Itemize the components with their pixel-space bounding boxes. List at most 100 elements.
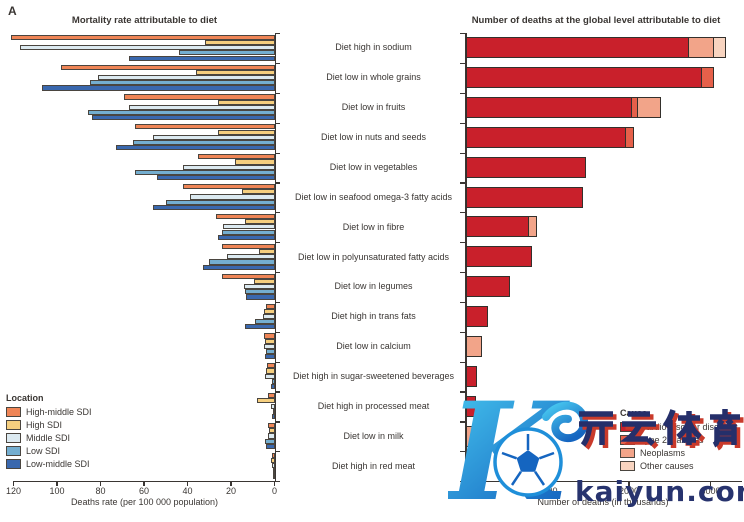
mortality-bar (269, 428, 275, 434)
mortality-bar (244, 284, 275, 290)
x-tick (628, 482, 630, 486)
deaths-bar-segment (466, 276, 510, 298)
right-axis-group-tick (459, 451, 465, 453)
left-axis-group-tick (274, 242, 280, 244)
category-label: Diet low in calcium (336, 341, 411, 352)
mortality-bar (61, 64, 275, 70)
x-tick-label: 60 (138, 486, 149, 496)
right-axis-group-tick (459, 33, 465, 35)
mortality-bar (245, 324, 275, 330)
category-label: Diet low in seafood omega-3 fatty acids (294, 191, 453, 202)
location-legend-item: Middle SDI (6, 431, 92, 444)
category-label: Diet high in sugar-sweetened beverages (292, 371, 455, 381)
location-legend-item: Low-middle SDI (6, 457, 92, 470)
mortality-bar (222, 229, 275, 235)
left-axis-group-tick (274, 212, 280, 214)
mortality-bar (11, 34, 275, 40)
location-legend-label: Low-middle SDI (26, 458, 90, 469)
x-tick (230, 482, 232, 486)
deaths-bar-segment (624, 126, 635, 148)
left-axis-group-tick (274, 451, 280, 453)
mortality-bar (87, 110, 275, 116)
category-label: Diet low in nuts and seeds (320, 132, 427, 142)
cause-legend-item: Other causes (620, 459, 738, 472)
right-axis-group-tick (459, 391, 465, 393)
mortality-bar (264, 338, 275, 344)
mortality-bar (272, 408, 275, 414)
mortality-bar (218, 129, 275, 135)
mortality-bar (222, 273, 275, 279)
deaths-bar-segment (527, 216, 538, 238)
right-axis-group-tick (459, 301, 465, 304)
left-axis-group-tick (274, 301, 280, 304)
mortality-bar (245, 219, 275, 225)
right-axis-group-tick (459, 271, 465, 274)
deaths-bar-segment (466, 216, 529, 238)
x-tick (99, 482, 102, 486)
x-tick-label: 40 (182, 486, 193, 496)
mortality-bar (272, 378, 275, 384)
right-axis-group-tick (459, 122, 465, 124)
mortality-bar (241, 189, 275, 195)
mortality-bar (271, 458, 275, 464)
deaths-bar-segment (466, 37, 689, 59)
deaths-bar-segment (466, 425, 475, 447)
mortality-bar (272, 452, 275, 458)
mortality-bar (265, 373, 275, 379)
mortality-bar (89, 80, 275, 86)
x-tick (12, 482, 15, 486)
mortality-bar (264, 438, 275, 444)
cause-legend-label: Type 2 diabetes (640, 434, 704, 445)
location-legend-swatch (6, 445, 21, 456)
x-tick-label: 80 (95, 486, 106, 496)
right-axis-group-tick (459, 62, 465, 65)
cause-legend-swatch (620, 434, 635, 445)
deaths-bar-segment (466, 365, 478, 387)
cause-legend-title: Cause (620, 408, 648, 418)
deaths-bar-segment (466, 96, 633, 118)
cause-legend-label: Other causes (640, 460, 694, 471)
mortality-bar (265, 303, 275, 309)
cause-legend-swatch (620, 447, 635, 458)
mortality-bar (124, 94, 275, 100)
mortality-bar (265, 443, 275, 449)
right-axis-group-tick (459, 242, 465, 244)
mortality-bar (266, 363, 275, 369)
left-axis-group-tick (274, 92, 280, 94)
left-axis-group-tick (274, 331, 280, 333)
mortality-bar (246, 294, 275, 300)
left-chart-title: Mortality rate attributable to diet (71, 15, 218, 26)
mortality-bar (152, 204, 275, 210)
location-legend-label: Low SDI (26, 445, 61, 456)
mortality-bar (152, 134, 275, 140)
location-legend-item: High-middle SDI (6, 405, 92, 418)
mortality-bar (259, 249, 275, 255)
cause-legend-swatch (620, 460, 635, 471)
left-axis-group-tick (274, 271, 280, 274)
cause-legend-items: Cardiovascular diseases Type 2 diabetes Ne… (620, 420, 738, 472)
x-tick-label: 3000 (700, 486, 721, 496)
mortality-bar (222, 243, 275, 249)
right-axis-group-tick (459, 92, 465, 94)
mortality-bar (263, 308, 275, 314)
right-axis-group-tick (459, 481, 465, 483)
mortality-bar (196, 69, 275, 75)
x-tick (143, 482, 145, 486)
x-tick-label: 100 (49, 486, 65, 496)
mortality-bar (209, 259, 275, 265)
left-axis-group-tick (274, 122, 280, 124)
mortality-bar (135, 124, 275, 130)
deaths-bar-segment (701, 67, 715, 89)
category-label: Diet low in fruits (341, 102, 406, 113)
left-axis-group-tick (274, 62, 280, 65)
right-chart-category-axis (465, 32, 467, 482)
mortality-bar (272, 473, 275, 479)
mortality-bar (128, 55, 275, 61)
x-tick-label: 0 (271, 486, 277, 496)
location-legend-item: High SDI (6, 418, 92, 431)
category-label: Diet low in legumes (334, 281, 413, 292)
x-tick (56, 482, 58, 486)
right-chart-x-axis (465, 480, 742, 482)
category-label: Diet high in sodium (335, 42, 412, 53)
location-legend-item: Low SDI (6, 444, 92, 457)
